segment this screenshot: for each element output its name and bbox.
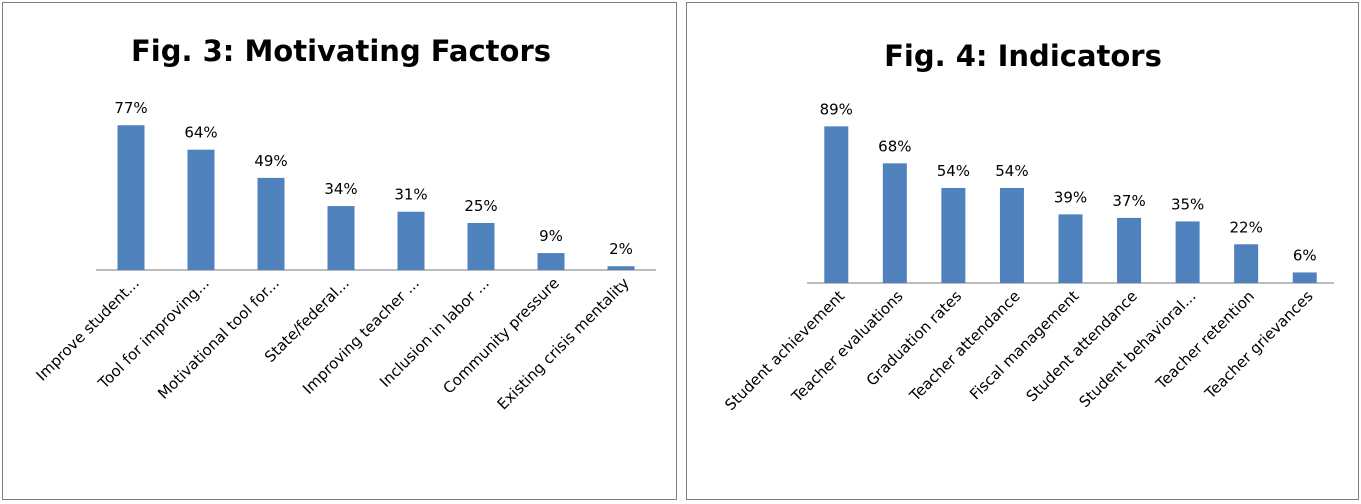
data-label: 35%	[1171, 195, 1204, 213]
bar	[882, 163, 907, 283]
bar	[607, 266, 635, 270]
chart-panel-indicators: Fig. 4: Indicators 89% Student achievemen…	[686, 2, 1359, 500]
bar	[1175, 221, 1200, 283]
bar	[257, 177, 285, 270]
data-label: 37%	[1112, 192, 1145, 210]
x-tick-label: Motivational tool for...	[154, 274, 283, 403]
x-tick-label: Student attendance	[1023, 287, 1141, 405]
x-tick-label: Teacher grievances	[1201, 287, 1317, 403]
x-tick-label: Teacher attendance	[905, 287, 1023, 405]
bar	[1292, 272, 1317, 283]
data-label: 54%	[995, 162, 1028, 180]
data-label: 77%	[114, 99, 147, 117]
data-label: 39%	[1054, 188, 1087, 206]
data-label: 31%	[394, 186, 427, 204]
data-label: 6%	[1293, 246, 1317, 264]
chart-indicators: Fig. 4: Indicators 89%Student achievemen…	[721, 39, 1334, 414]
data-label: 9%	[539, 227, 563, 245]
x-tick-label: Improving teacher ...	[299, 274, 423, 398]
bar	[824, 126, 849, 283]
data-label: 68%	[878, 137, 911, 155]
data-label: 22%	[1229, 218, 1262, 236]
x-tick-label: Fiscal management	[966, 287, 1082, 403]
bar	[1117, 217, 1142, 283]
bar	[1058, 214, 1083, 283]
x-tick-label: Student behavioral...	[1075, 287, 1199, 411]
bar	[999, 187, 1024, 283]
chart-motivating-factors: Fig. 3: Motivating Factors 77%Improve st…	[32, 34, 656, 413]
x-tick-label: Community pressure	[440, 274, 563, 397]
x-tick-label: Existing crisis mentality	[494, 274, 633, 413]
bar	[117, 125, 145, 271]
data-label: 54%	[937, 162, 970, 180]
data-label: 89%	[820, 100, 853, 118]
data-label: 34%	[324, 180, 357, 198]
bar	[941, 187, 966, 283]
data-label: 64%	[184, 124, 217, 142]
x-tick-label: Teacher retention	[1152, 287, 1258, 393]
bar	[397, 211, 425, 270]
chart-title: Fig. 4: Indicators	[884, 39, 1162, 73]
bar	[327, 206, 355, 270]
chart-panel-motivating-factors: Fig. 3: Motivating Factors 77% Improve st…	[2, 2, 677, 500]
chart-title: Fig. 3: Motivating Factors	[131, 34, 551, 68]
x-tick-label: Teacher evaluations	[787, 287, 906, 406]
bar	[1234, 244, 1259, 283]
data-label: 2%	[609, 240, 633, 258]
bar	[537, 253, 565, 270]
data-label: 49%	[254, 152, 287, 170]
bar	[467, 223, 495, 270]
bar	[187, 149, 215, 270]
data-label: 25%	[464, 197, 497, 215]
